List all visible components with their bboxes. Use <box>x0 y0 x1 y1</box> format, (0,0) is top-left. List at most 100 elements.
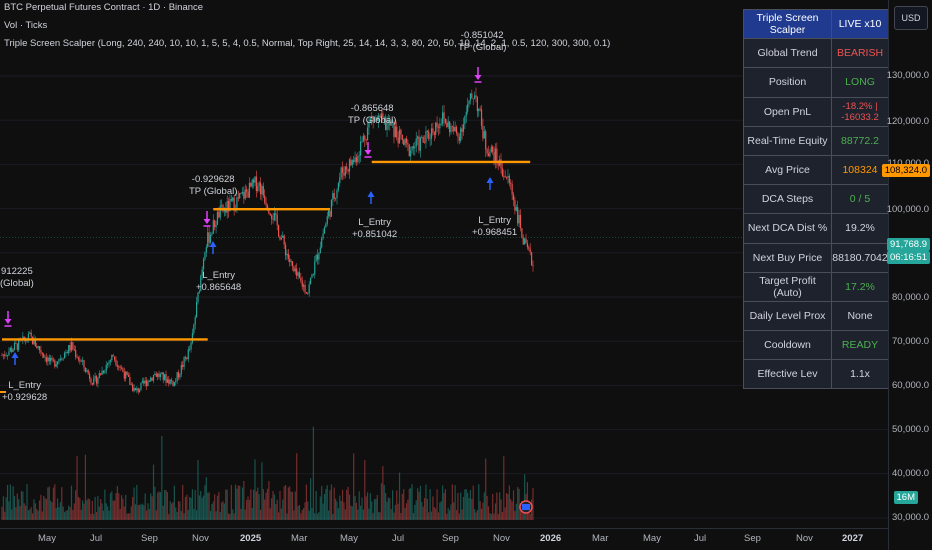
candle-body <box>282 235 284 238</box>
volume-bar <box>368 508 370 520</box>
candle-body <box>112 354 114 357</box>
volume-bar <box>312 426 314 520</box>
candle-body <box>286 253 288 256</box>
volume-bar <box>494 503 497 520</box>
volume-bar <box>40 494 42 520</box>
volume-bar <box>44 498 46 520</box>
volume-bar <box>130 506 132 520</box>
candle-body <box>183 357 185 367</box>
volume-bar <box>43 495 45 520</box>
strategy-indicator-label[interactable]: Triple Screen Scalper (Long, 240, 240, 1… <box>4 38 611 49</box>
volume-bar <box>116 486 118 520</box>
candle-body <box>337 183 339 191</box>
volume-bar <box>268 481 270 520</box>
entry-value: +0.865648 <box>196 282 242 293</box>
volume-bar <box>23 503 25 520</box>
candle-body <box>129 377 131 385</box>
table-status: LIVE x10 <box>831 8 889 40</box>
time-tick: Nov <box>796 533 813 544</box>
candle-body <box>1 355 3 357</box>
time-tick: Sep <box>442 533 459 544</box>
candle-body <box>355 157 358 163</box>
volume-indicator-label[interactable]: Vol · Ticks <box>4 20 48 31</box>
volume-bar <box>183 513 185 520</box>
volume-bar <box>364 460 366 520</box>
candle-body <box>6 355 9 357</box>
volume-bar <box>115 492 117 520</box>
volume-bar <box>219 511 221 520</box>
volume-bar <box>417 488 419 520</box>
row-label: Next DCA Dist % <box>743 213 832 244</box>
candle-body <box>70 342 73 351</box>
candle-body <box>5 355 7 357</box>
candle-body <box>512 194 515 200</box>
candle-body <box>87 370 89 374</box>
row-label: Avg Price <box>743 154 832 186</box>
row-value: 88180.7042 <box>831 242 889 273</box>
volume-bar <box>51 502 53 520</box>
volume-bar <box>100 499 102 520</box>
time-tick: Mar <box>291 533 308 544</box>
volume-bar <box>241 487 244 520</box>
volume-bar <box>278 512 280 520</box>
volume-bar <box>510 499 512 520</box>
volume-bar <box>339 495 341 520</box>
candle-body <box>102 370 105 373</box>
time-tick: May <box>38 533 56 544</box>
price-chart[interactable] <box>0 0 888 528</box>
candle-body <box>218 211 220 218</box>
volume-bar <box>467 492 469 520</box>
candle-body <box>262 186 264 196</box>
candle-body <box>336 190 338 198</box>
candle-body <box>145 380 148 386</box>
volume-bar <box>410 487 412 520</box>
volume-bar <box>229 513 231 520</box>
tp-text: TP (Global) <box>189 186 238 197</box>
candle-body <box>271 215 273 220</box>
candle-body <box>393 121 395 138</box>
volume-bar <box>376 495 378 520</box>
volume-bar <box>159 492 162 520</box>
candle-body <box>323 227 326 234</box>
candle-body <box>34 338 36 347</box>
volume-bar <box>404 507 406 520</box>
volume-bar <box>503 456 505 520</box>
volume-bar <box>472 485 474 520</box>
time-tick: Nov <box>493 533 510 544</box>
candle-body <box>426 130 428 132</box>
candle-body <box>378 115 380 121</box>
price-tick: 120,000.0 <box>886 116 929 127</box>
candle-body <box>179 373 181 378</box>
candle-body <box>73 349 75 351</box>
price-tick: 70,000.0 <box>892 336 929 347</box>
candle-body <box>380 113 383 118</box>
tp-label-1: 912225 (Global) <box>0 266 34 290</box>
candle-body <box>216 211 219 225</box>
candle-body <box>414 146 416 149</box>
volume-bar <box>505 492 508 520</box>
candle-body <box>196 301 198 318</box>
volume-bar <box>493 513 495 520</box>
price-axis[interactable]: 130,000.0120,000.0110,000.0100,000.090,0… <box>886 0 932 550</box>
volume-bar <box>361 497 363 520</box>
volume-bar <box>37 510 39 520</box>
tp-label-4: -0.851042 TP (Global) <box>458 30 506 54</box>
volume-bar <box>354 496 356 520</box>
candle-body <box>330 199 333 217</box>
candle-body <box>255 176 257 191</box>
volume-bar <box>154 486 156 520</box>
volume-bar <box>378 512 380 520</box>
candle-body <box>58 359 60 362</box>
candle-body <box>510 182 512 185</box>
candle-body <box>357 156 359 163</box>
candle-body <box>493 151 495 164</box>
time-axis[interactable]: May Jul Sep Nov 2025 Mar May Jul Sep Nov 2026 Mar Ma… <box>0 528 888 550</box>
candle-body <box>382 113 384 118</box>
volume-bar <box>357 509 359 520</box>
currency-button[interactable]: USD <box>894 6 928 30</box>
volume-bar <box>26 483 28 520</box>
candle-body <box>187 349 189 360</box>
candle-body <box>428 131 430 139</box>
candle-body <box>423 142 426 144</box>
candle-body <box>419 137 421 151</box>
